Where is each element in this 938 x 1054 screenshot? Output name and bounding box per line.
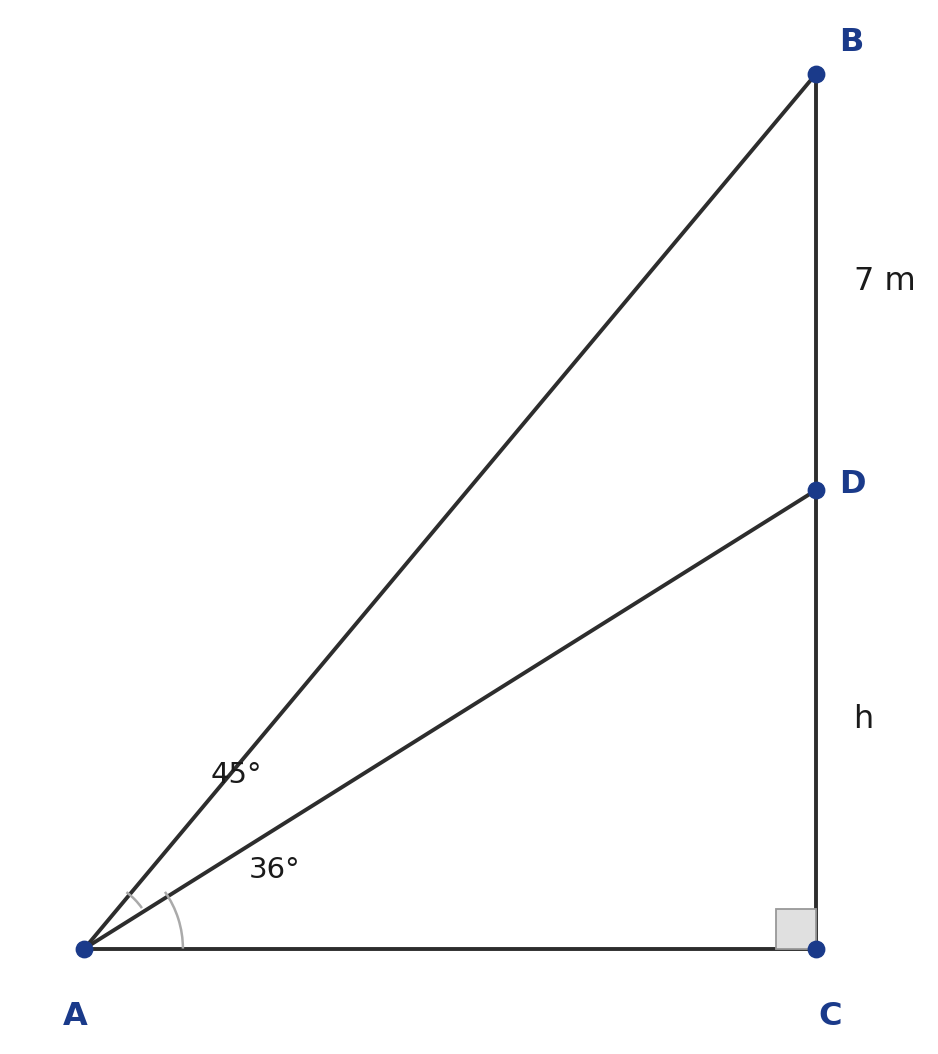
Text: h: h [854,704,874,735]
Text: C: C [818,1001,842,1032]
Text: 45°: 45° [211,761,263,788]
Text: 36°: 36° [249,856,300,883]
Point [809,482,824,499]
Text: B: B [840,27,864,58]
FancyBboxPatch shape [776,909,816,949]
Text: 7 m: 7 m [854,267,915,297]
Point [77,940,92,957]
Point [809,65,824,82]
Text: D: D [840,469,866,501]
Point [809,940,824,957]
Text: A: A [63,1001,87,1032]
